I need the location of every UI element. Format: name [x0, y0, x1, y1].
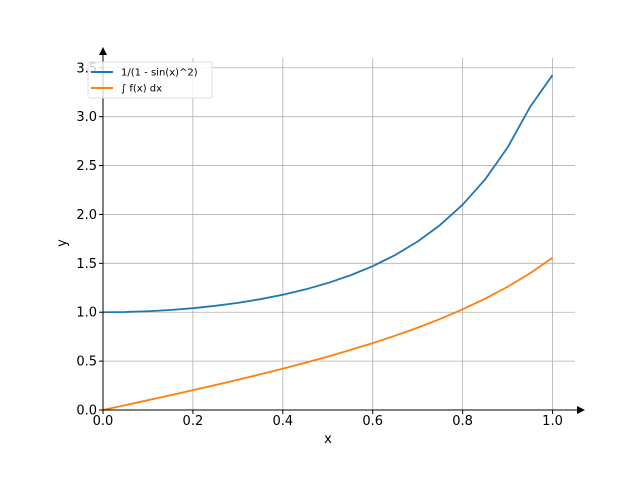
x-tick-label: 0.4: [272, 414, 293, 429]
x-axis-arrow-icon: [577, 406, 585, 414]
y-tick-label: 2.0: [76, 208, 97, 223]
y-tick-label: 2.5: [76, 159, 97, 174]
axes: [99, 47, 585, 414]
series-lines: [102, 74, 554, 411]
legend: 1/(1 - sin(x)^2) ∫ f(x) dx: [87, 61, 213, 99]
x-tick-label: 0.6: [362, 414, 383, 429]
series-line-1: [102, 256, 554, 411]
legend-label-1: ∫ f(x) dx: [121, 84, 162, 95]
y-axis-arrow-icon: [99, 47, 107, 55]
y-tick-label: 3.0: [76, 110, 97, 125]
x-tick-label: 1.0: [542, 414, 563, 429]
grid: [103, 58, 575, 410]
y-tick-label: 0.5: [76, 355, 97, 370]
x-tick-label: 0.0: [93, 414, 114, 429]
legend-label-0: 1/(1 - sin(x)^2): [121, 68, 198, 79]
legend-box: [87, 61, 213, 99]
y-tick-label: 1.0: [76, 306, 97, 321]
y-tick-label: 0.0: [76, 404, 97, 419]
y-axis-label: y: [55, 239, 70, 247]
x-tick-label: 0.8: [452, 414, 473, 429]
x-axis-label: x: [324, 432, 332, 447]
series-line-0: [102, 74, 554, 314]
y-tick-label: 1.5: [76, 257, 97, 272]
x-tick-label: 0.2: [183, 414, 204, 429]
